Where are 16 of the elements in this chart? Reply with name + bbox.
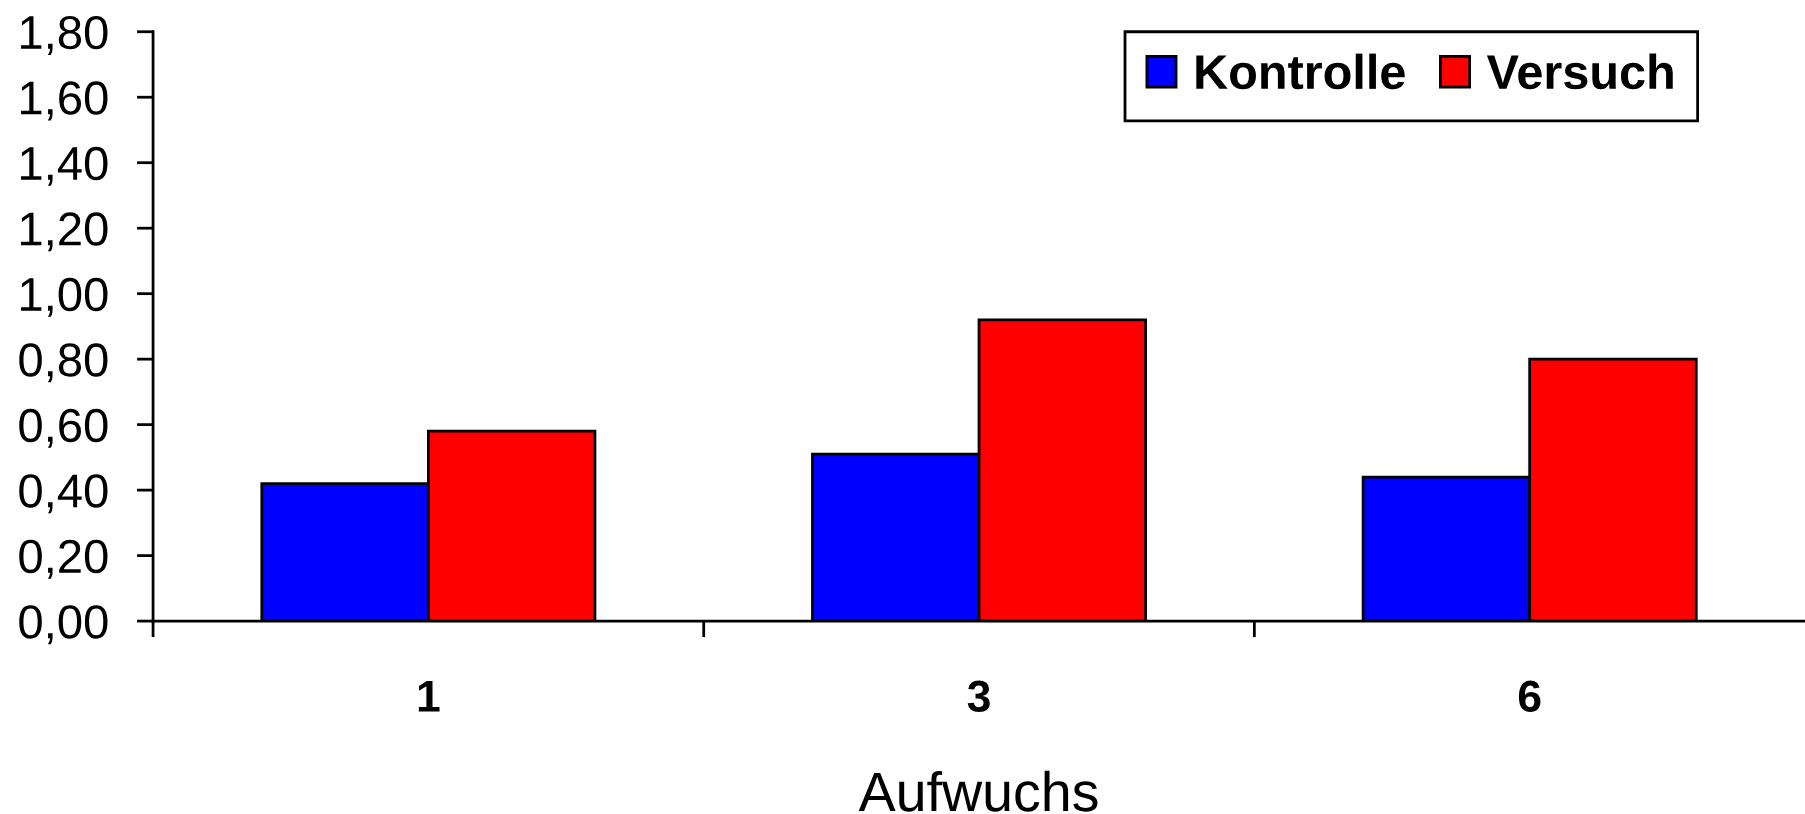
y-tick-label: 1,20 [21,212,108,252]
y-tick-label: 1,60 [21,81,108,121]
legend-label: Versuch [1486,53,1673,90]
x-tick-label: 1 [418,681,440,712]
x-tick-label: 6 [1518,680,1541,713]
y-tick-label: 1,40 [21,146,108,186]
y-tick-label: 0,00 [19,605,108,645]
x-axis-title: Aufwuchs [858,770,1098,812]
y-tick-label: 1,00 [21,277,108,317]
x-tick-label: 3 [967,680,990,713]
legend-label: Kontrolle [1196,53,1405,90]
y-tick-label: 0,40 [19,474,108,514]
y-tick-label: 0,80 [19,343,108,383]
y-tick-label: 0,60 [19,408,108,448]
y-tick-label: 0,20 [19,539,108,579]
y-tick-label: 1,80 [21,15,108,55]
